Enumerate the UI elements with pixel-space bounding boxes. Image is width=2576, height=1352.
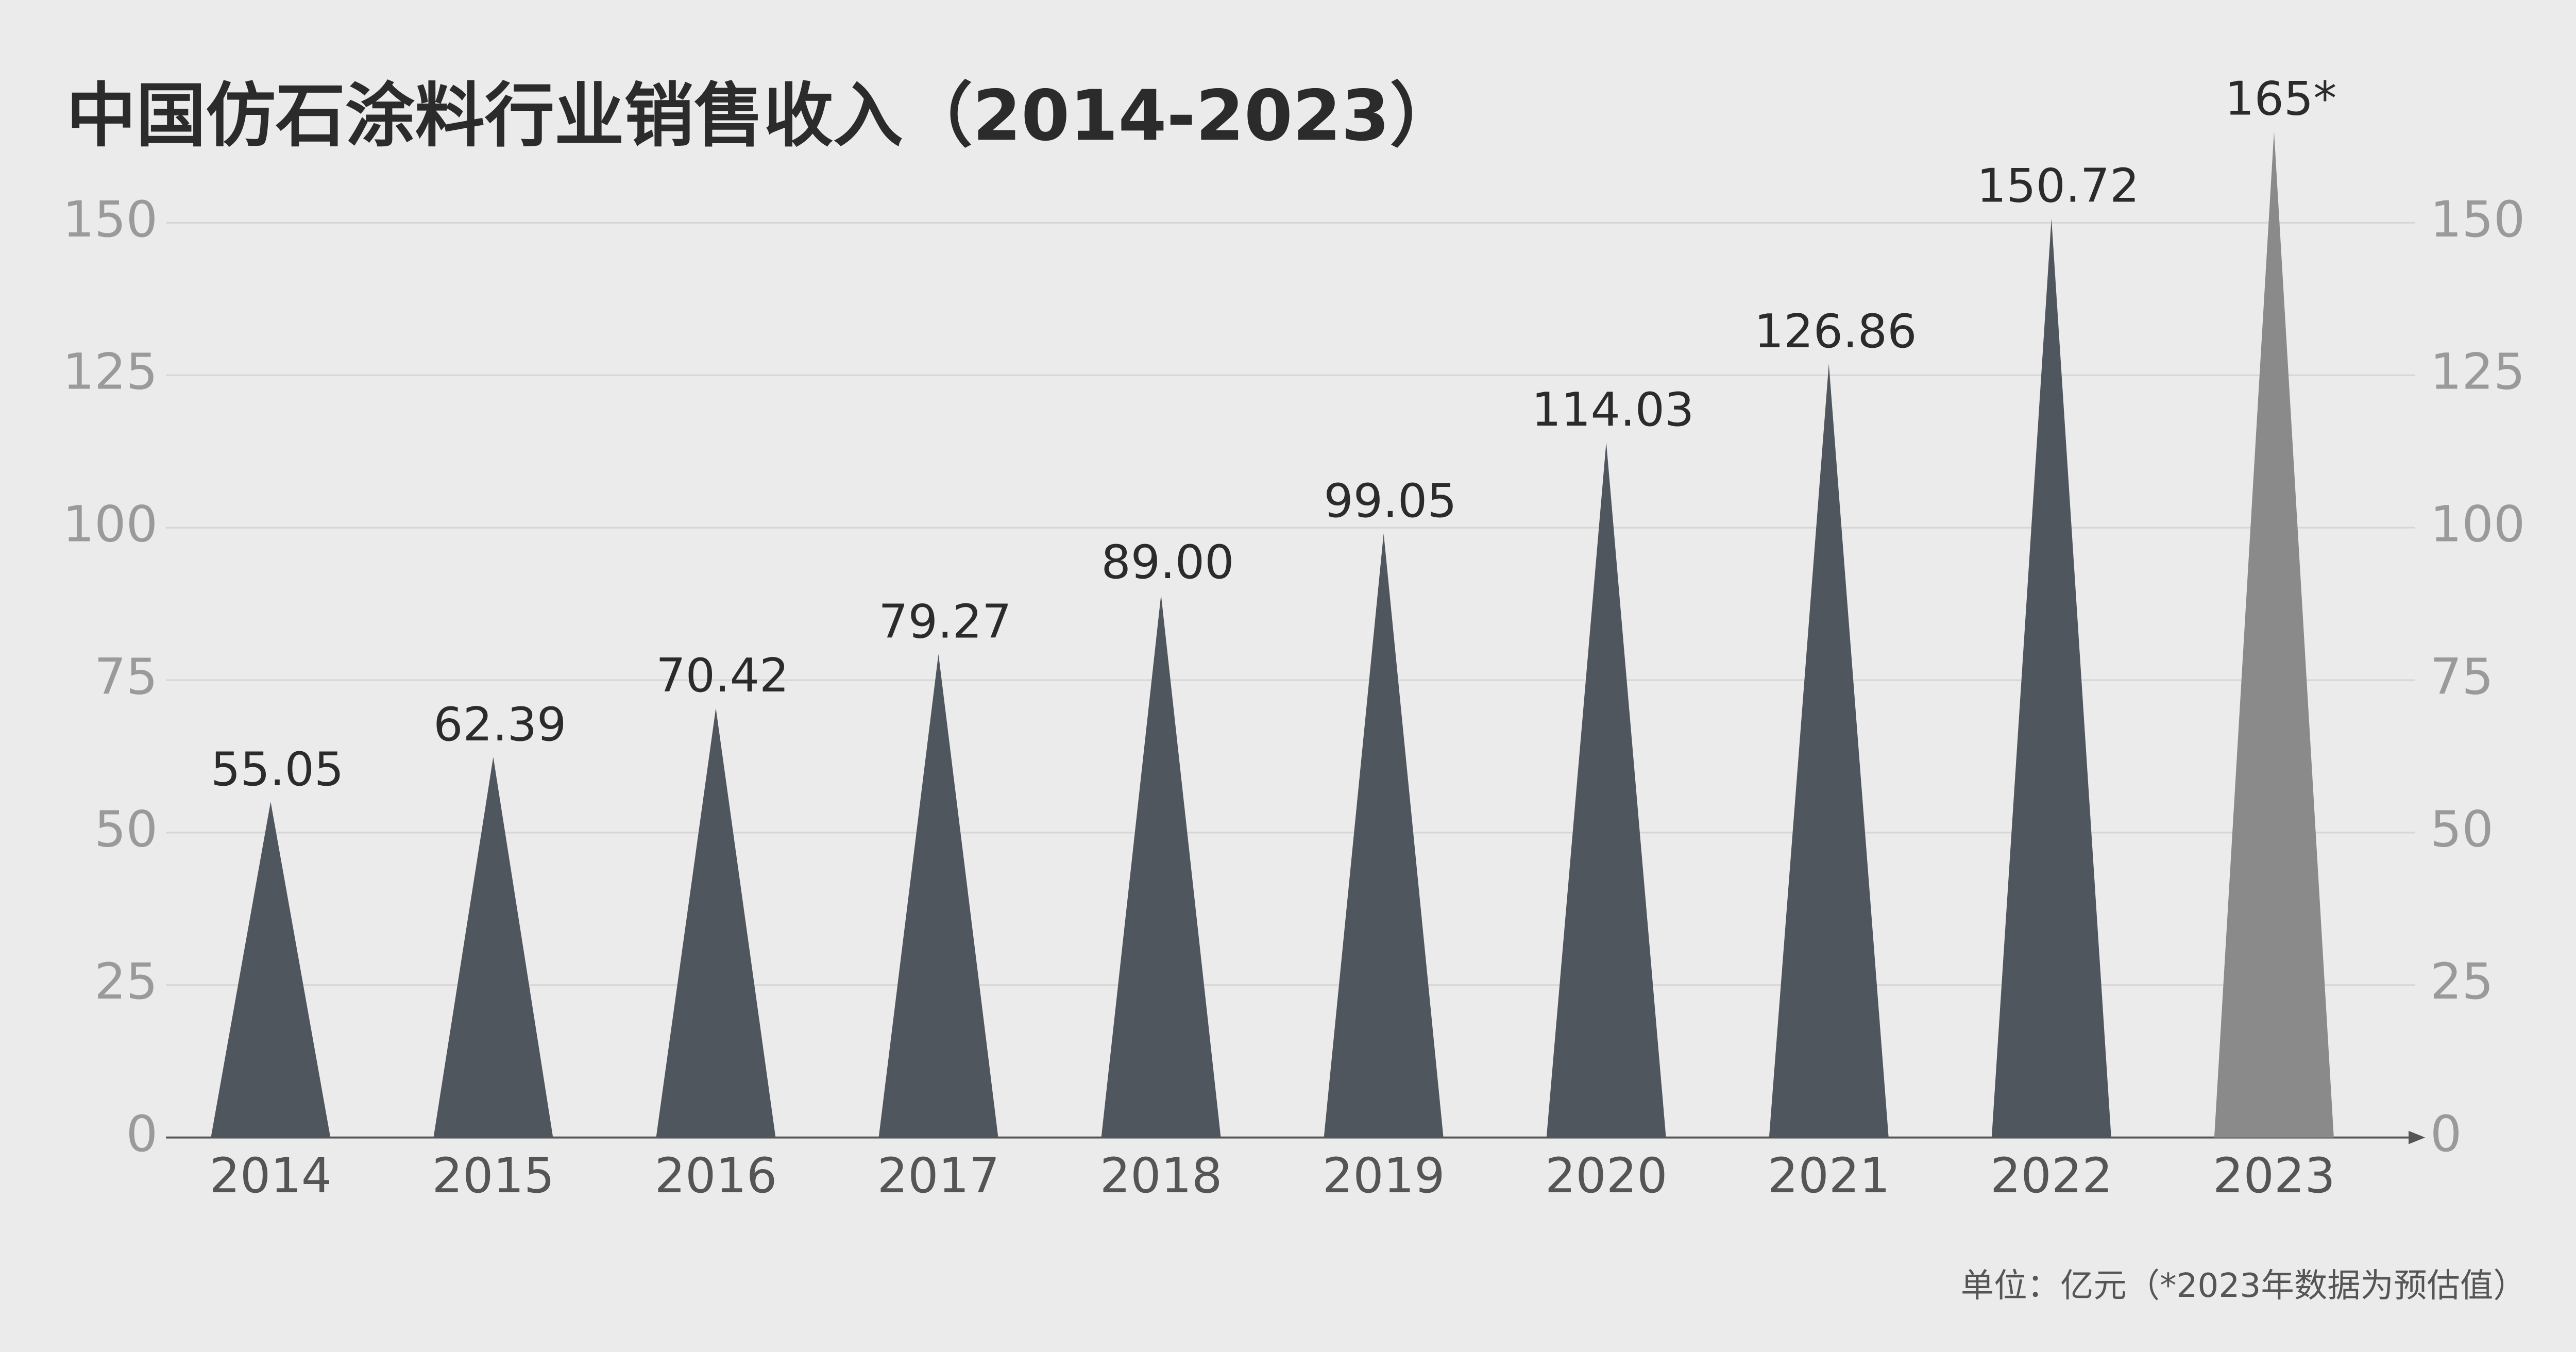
bar: [656, 708, 776, 1138]
y-tick-label: 50: [94, 800, 158, 858]
bar: [1101, 595, 1221, 1138]
y2-tick-label: 150: [2430, 190, 2525, 248]
value-label: 55.05: [211, 742, 344, 797]
y2-tick-label: 100: [2430, 495, 2525, 553]
y-tick-label: 25: [94, 952, 158, 1010]
x-tick-label: 2018: [1100, 1148, 1223, 1204]
y2-tick-label: 25: [2430, 952, 2494, 1010]
value-label: 62.39: [433, 698, 566, 752]
value-label: 79.27: [878, 595, 1011, 649]
x-tick-label: 2021: [1768, 1148, 1890, 1204]
y2-tick-label: 0: [2430, 1105, 2462, 1163]
y2-tick-label: 50: [2430, 800, 2494, 858]
y2-tick-label: 75: [2430, 647, 2494, 705]
value-label: 89.00: [1101, 535, 1234, 589]
value-label: 99.05: [1324, 474, 1456, 528]
bar: [1991, 218, 2111, 1138]
value-label: 114.03: [1532, 383, 1694, 437]
x-tick-label: 2015: [432, 1148, 555, 1204]
value-label: 150.72: [1977, 159, 2140, 213]
y-tick-label: 150: [63, 190, 158, 248]
value-label: 70.42: [656, 649, 789, 703]
y-tick-label: 75: [94, 647, 158, 705]
x-tick-label: 2017: [877, 1148, 1000, 1204]
bar: [211, 802, 331, 1138]
bar: [433, 757, 553, 1138]
y2-tick-label: 125: [2430, 343, 2525, 401]
value-label: 126.86: [1754, 305, 1917, 359]
y-tick-label: 100: [63, 495, 158, 553]
x-tick-label: 2016: [655, 1148, 777, 1204]
bar: [1324, 533, 1444, 1138]
bar: [1546, 442, 1666, 1138]
x-tick-label: 2020: [1545, 1148, 1668, 1204]
value-label: 165*: [2225, 72, 2336, 126]
y-tick-label: 125: [63, 343, 158, 401]
x-tick-label: 2023: [2213, 1148, 2335, 1204]
bar: [878, 654, 998, 1138]
bar: [2214, 131, 2334, 1138]
bar: [1769, 364, 1889, 1138]
x-tick-label: 2014: [209, 1148, 332, 1204]
y-tick-label: 0: [126, 1105, 158, 1163]
x-tick-label: 2019: [1323, 1148, 1445, 1204]
chart-title: 中国仿石涂料行业销售收入（2014-2023）: [66, 75, 1460, 156]
x-axis-arrow: [2409, 1130, 2426, 1144]
note: 单位：亿元（*2023年数据为预估值）: [1961, 1266, 2527, 1305]
x-tick-label: 2022: [1990, 1148, 2113, 1204]
